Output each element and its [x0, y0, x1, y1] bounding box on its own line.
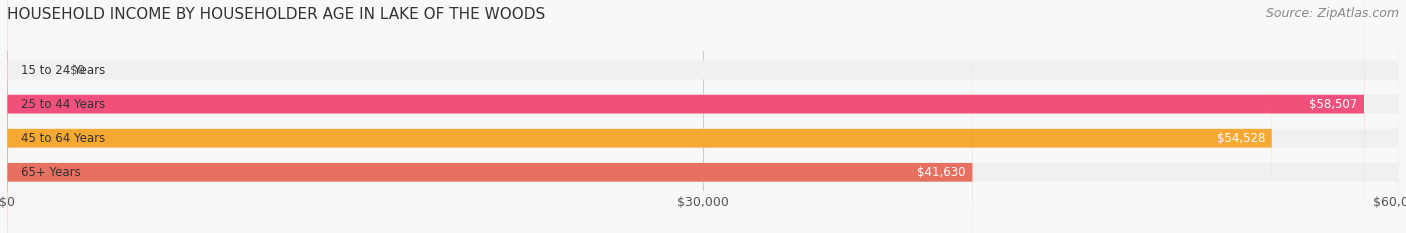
FancyBboxPatch shape [7, 0, 973, 233]
Text: $54,528: $54,528 [1216, 132, 1265, 145]
Text: 15 to 24 Years: 15 to 24 Years [21, 64, 105, 76]
FancyBboxPatch shape [7, 0, 1399, 233]
FancyBboxPatch shape [7, 0, 1399, 233]
FancyBboxPatch shape [7, 0, 1272, 233]
Text: HOUSEHOLD INCOME BY HOUSEHOLDER AGE IN LAKE OF THE WOODS: HOUSEHOLD INCOME BY HOUSEHOLDER AGE IN L… [7, 7, 546, 22]
Text: 45 to 64 Years: 45 to 64 Years [21, 132, 105, 145]
Text: $58,507: $58,507 [1309, 98, 1357, 111]
FancyBboxPatch shape [7, 0, 1399, 233]
Text: 25 to 44 Years: 25 to 44 Years [21, 98, 105, 111]
Text: 65+ Years: 65+ Years [21, 166, 80, 179]
Text: Source: ZipAtlas.com: Source: ZipAtlas.com [1265, 7, 1399, 20]
Text: $0: $0 [70, 64, 84, 76]
Text: $41,630: $41,630 [917, 166, 966, 179]
FancyBboxPatch shape [7, 0, 1399, 233]
FancyBboxPatch shape [7, 0, 1364, 233]
